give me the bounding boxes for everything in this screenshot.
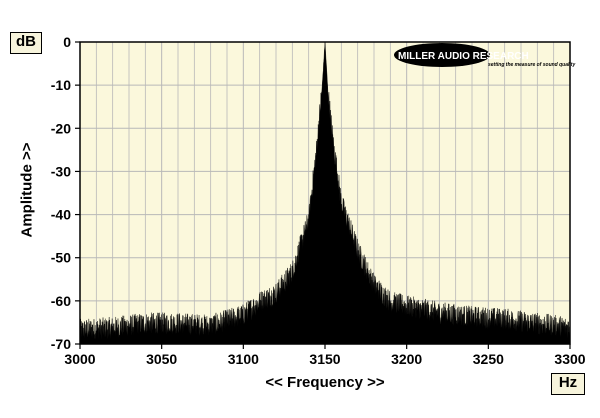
spectrum-layer [79,41,571,345]
y-tick-label: 0 [63,34,71,50]
x-tick-label: 3000 [64,351,95,367]
x-tick-label: 3100 [228,351,259,367]
y-tick-label: -30 [51,163,71,179]
logo-tagline: setting the measure of sound quality [488,62,575,68]
x-unit-label: Hz [551,373,585,395]
y-tick-label: -60 [51,293,71,309]
x-tick-labels: 3000 3050 3100 3150 3200 3250 3300 [64,344,586,367]
y-tick-label: -50 [51,250,71,266]
logo-ellipse [394,43,490,67]
y-tick-label: -20 [51,120,71,136]
y-axis-title: Amplitude >> [18,142,36,238]
y-tick-label: -70 [51,336,71,352]
y-tick-label: -40 [51,207,71,223]
y-tick-labels: 0 -10 -20 -30 -40 -50 -60 -70 [51,34,80,352]
x-tick-label: 3200 [391,351,422,367]
y-unit-label: dB [10,32,42,54]
x-tick-label: 3150 [309,351,340,367]
brand-logo: MILLER AUDIO RESEARCH setting the measur… [394,43,575,68]
spectrum-trace [79,41,571,345]
x-tick-label: 3300 [554,351,585,367]
y-tick-label: -10 [51,77,71,93]
logo-text: MILLER AUDIO RESEARCH [398,51,529,62]
x-tick-label: 3050 [146,351,177,367]
x-axis-title: << Frequency >> [265,374,385,391]
x-tick-label: 3250 [473,351,504,367]
